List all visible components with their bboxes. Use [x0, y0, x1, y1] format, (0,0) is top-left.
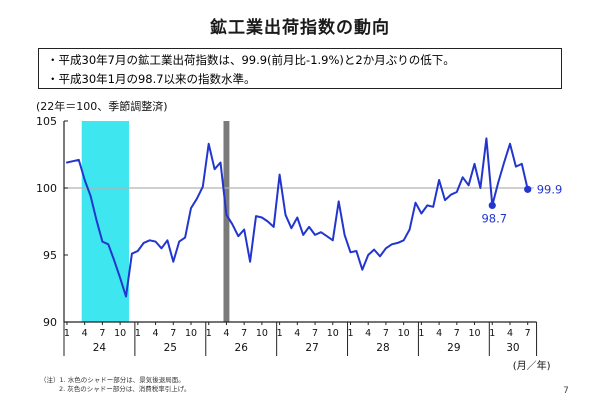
month-tick-label: 7 — [241, 328, 247, 339]
month-tick-label: 4 — [223, 328, 229, 339]
data-label-98.7: 98.7 — [481, 211, 507, 225]
month-tick-label: 4 — [365, 328, 371, 339]
tax-hike-shading — [223, 121, 230, 322]
month-tick-label: 4 — [82, 328, 88, 339]
year-label: 29 — [447, 342, 460, 354]
month-tick-label: 1 — [64, 328, 70, 339]
y-tick-label: 90 — [43, 316, 57, 329]
year-label: 27 — [305, 342, 318, 354]
month-tick-label: 1 — [418, 328, 424, 339]
index-base-note: (22年＝100、季節調整済) — [36, 100, 168, 113]
month-tick-label: 7 — [312, 328, 318, 339]
summary-box: ・平成30年7月の鉱工業出荷指数は、99.9(前月比-1.9%)と2か月ぶりの低… — [38, 48, 562, 89]
year-label: 24 — [93, 342, 107, 354]
month-tick-label: 10 — [398, 328, 410, 339]
month-tick-label: 4 — [436, 328, 442, 339]
chart-footnotes: （注）1. 水色のシャドー部分は、景気後退局面。 2. 灰色のシャドー部分は、消… — [40, 376, 190, 394]
x-axis-unit-label: (月／年) — [513, 359, 551, 372]
page-title: 鉱工業出荷指数の動向 — [210, 18, 390, 38]
month-tick-label: 1 — [347, 328, 353, 339]
month-tick-label: 7 — [525, 328, 531, 339]
page-number: 7 — [563, 386, 569, 396]
shipment-index-line — [66, 137, 529, 298]
year-label: 30 — [506, 342, 519, 354]
y-tick-label: 95 — [43, 249, 57, 262]
month-tick-label: 4 — [294, 328, 300, 339]
summary-bullet-2: ・平成30年1月の98.7以来の指数水準。 — [47, 72, 256, 86]
y-tick-label: 100 — [36, 182, 57, 195]
month-tick-label: 10 — [185, 328, 197, 339]
summary-bullet-1: ・平成30年7月の鉱工業出荷指数は、99.9(前月比-1.9%)と2か月ぶりの低… — [47, 53, 455, 67]
recession-shading — [81, 121, 129, 322]
month-tick-label: 4 — [507, 328, 513, 339]
month-tick-label: 10 — [327, 328, 339, 339]
month-tick-label: 10 — [114, 328, 126, 339]
month-tick-label: 7 — [383, 328, 389, 339]
data-label-99.9: 99.9 — [537, 182, 563, 196]
month-tick-label: 1 — [489, 328, 495, 339]
data-point-marker — [524, 185, 532, 193]
year-label: 28 — [376, 342, 389, 354]
month-tick-label: 4 — [153, 328, 159, 339]
month-tick-label: 10 — [468, 328, 480, 339]
month-tick-label: 7 — [99, 328, 105, 339]
year-label: 25 — [164, 342, 177, 354]
year-label: 26 — [235, 342, 249, 354]
month-tick-label: 7 — [170, 328, 176, 339]
footnote-recession: （注）1. 水色のシャドー部分は、景気後退局面。 — [40, 376, 185, 384]
month-tick-label: 10 — [256, 328, 268, 339]
data-point-marker — [488, 201, 496, 210]
month-tick-label: 1 — [135, 328, 141, 339]
footnote-tax-hike: 2. 灰色のシャドー部分は、消費税率引上げ。 — [59, 385, 191, 393]
y-tick-label: 105 — [36, 115, 57, 128]
month-tick-label: 7 — [454, 328, 460, 339]
month-tick-label: 1 — [206, 328, 212, 339]
month-tick-label: 1 — [277, 328, 283, 339]
